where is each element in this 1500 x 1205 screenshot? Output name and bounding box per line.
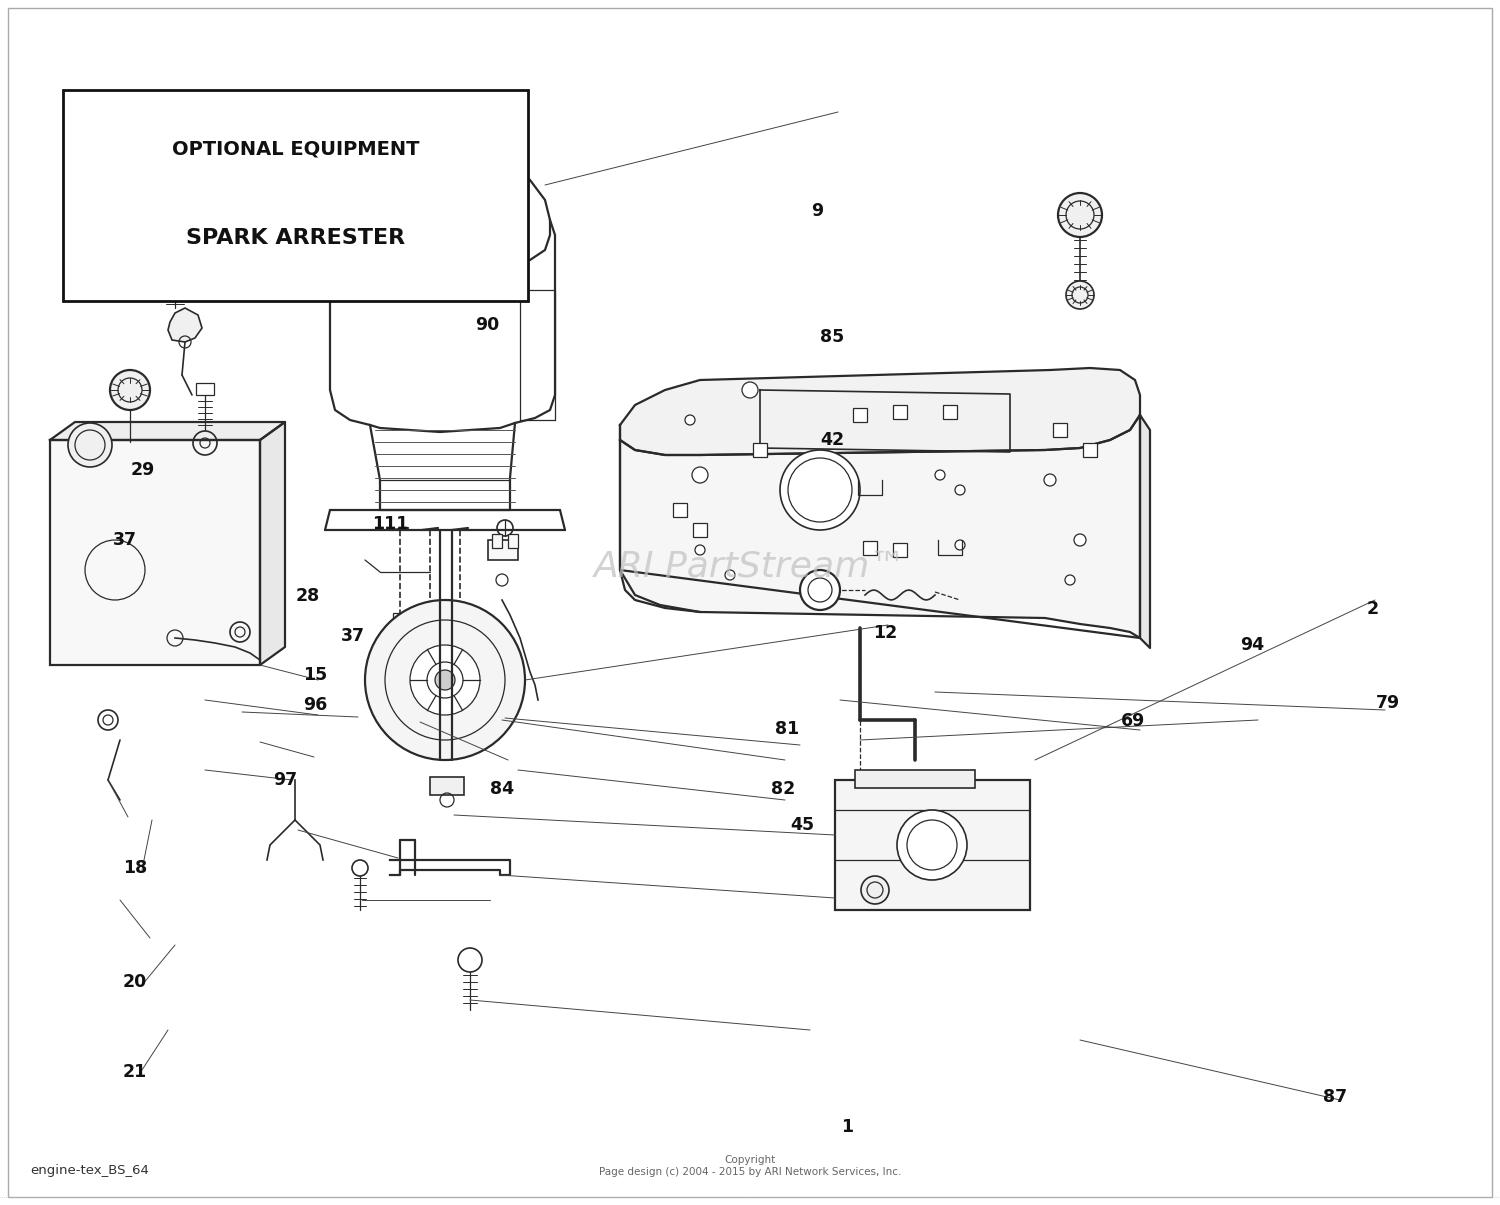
Text: 69: 69 — [1120, 712, 1144, 729]
Text: 82: 82 — [771, 781, 795, 798]
Polygon shape — [168, 308, 202, 342]
Bar — [75, 500, 236, 640]
Circle shape — [861, 876, 889, 904]
Polygon shape — [260, 422, 285, 665]
Bar — [165, 260, 184, 272]
Bar — [1053, 423, 1066, 437]
Circle shape — [956, 484, 964, 495]
Circle shape — [364, 600, 525, 760]
Text: 97: 97 — [273, 771, 297, 788]
Bar — [63, 90, 528, 301]
Bar — [492, 534, 502, 548]
Circle shape — [686, 415, 694, 425]
Bar — [50, 440, 260, 665]
Text: 90: 90 — [476, 317, 500, 334]
Circle shape — [410, 645, 480, 715]
Circle shape — [934, 470, 945, 480]
Text: 85: 85 — [821, 329, 844, 346]
Text: 18: 18 — [123, 859, 147, 876]
Circle shape — [1065, 575, 1076, 584]
Text: 111: 111 — [372, 516, 408, 533]
Circle shape — [1066, 281, 1094, 308]
Circle shape — [724, 570, 735, 580]
Bar — [892, 543, 908, 557]
Text: Copyright
Page design (c) 2004 - 2015 by ARI Network Services, Inc.: Copyright Page design (c) 2004 - 2015 by… — [598, 1156, 902, 1177]
Bar — [674, 502, 687, 517]
Text: 45: 45 — [790, 817, 814, 834]
Text: 20: 20 — [123, 974, 147, 991]
Bar — [1083, 443, 1096, 457]
Text: ARI PartStream™: ARI PartStream™ — [594, 549, 906, 583]
Circle shape — [788, 458, 852, 522]
Text: 37: 37 — [340, 628, 364, 645]
Text: 94: 94 — [1240, 636, 1264, 653]
Text: 29: 29 — [130, 462, 154, 478]
Circle shape — [800, 570, 840, 610]
Text: 96: 96 — [303, 696, 327, 713]
Text: SPARK ARRESTER: SPARK ARRESTER — [186, 228, 405, 248]
Text: 81: 81 — [776, 721, 800, 737]
Circle shape — [956, 540, 964, 549]
Bar — [944, 405, 957, 419]
Polygon shape — [1140, 415, 1150, 648]
Circle shape — [780, 449, 859, 530]
Bar — [453, 613, 466, 623]
Text: 79: 79 — [1376, 694, 1400, 711]
Circle shape — [692, 468, 708, 483]
Text: 2: 2 — [1366, 600, 1378, 617]
Text: 42: 42 — [821, 431, 844, 448]
Text: 21: 21 — [123, 1064, 147, 1081]
Text: OPTIONAL EQUIPMENT: OPTIONAL EQUIPMENT — [171, 140, 419, 159]
Bar — [423, 613, 436, 623]
Text: 9: 9 — [812, 202, 824, 219]
Circle shape — [68, 423, 112, 468]
Circle shape — [694, 545, 705, 556]
Text: 12: 12 — [873, 624, 897, 641]
Bar — [509, 534, 518, 548]
Bar — [196, 383, 214, 395]
Text: 84: 84 — [490, 781, 514, 798]
Circle shape — [1058, 193, 1102, 237]
Bar — [836, 780, 1030, 910]
Circle shape — [742, 382, 758, 398]
Circle shape — [897, 810, 968, 880]
Polygon shape — [620, 368, 1140, 455]
Bar — [430, 777, 464, 795]
Bar — [393, 613, 406, 623]
Bar — [693, 523, 706, 537]
Circle shape — [808, 578, 832, 602]
Bar — [862, 541, 877, 556]
Circle shape — [1044, 474, 1056, 486]
Text: 1: 1 — [842, 1118, 854, 1135]
Bar — [753, 443, 766, 457]
Text: 15: 15 — [303, 666, 327, 683]
Circle shape — [435, 670, 454, 690]
Bar — [855, 770, 975, 788]
Text: 28: 28 — [296, 588, 320, 605]
Bar — [892, 405, 908, 419]
Text: engine-tex_BS_64: engine-tex_BS_64 — [30, 1164, 148, 1177]
Bar — [853, 408, 867, 422]
Polygon shape — [620, 415, 1140, 637]
Text: 87: 87 — [1323, 1088, 1347, 1105]
Polygon shape — [50, 422, 285, 440]
Bar — [488, 540, 518, 560]
Circle shape — [110, 370, 150, 410]
Text: 37: 37 — [112, 531, 136, 548]
Circle shape — [1074, 534, 1086, 546]
